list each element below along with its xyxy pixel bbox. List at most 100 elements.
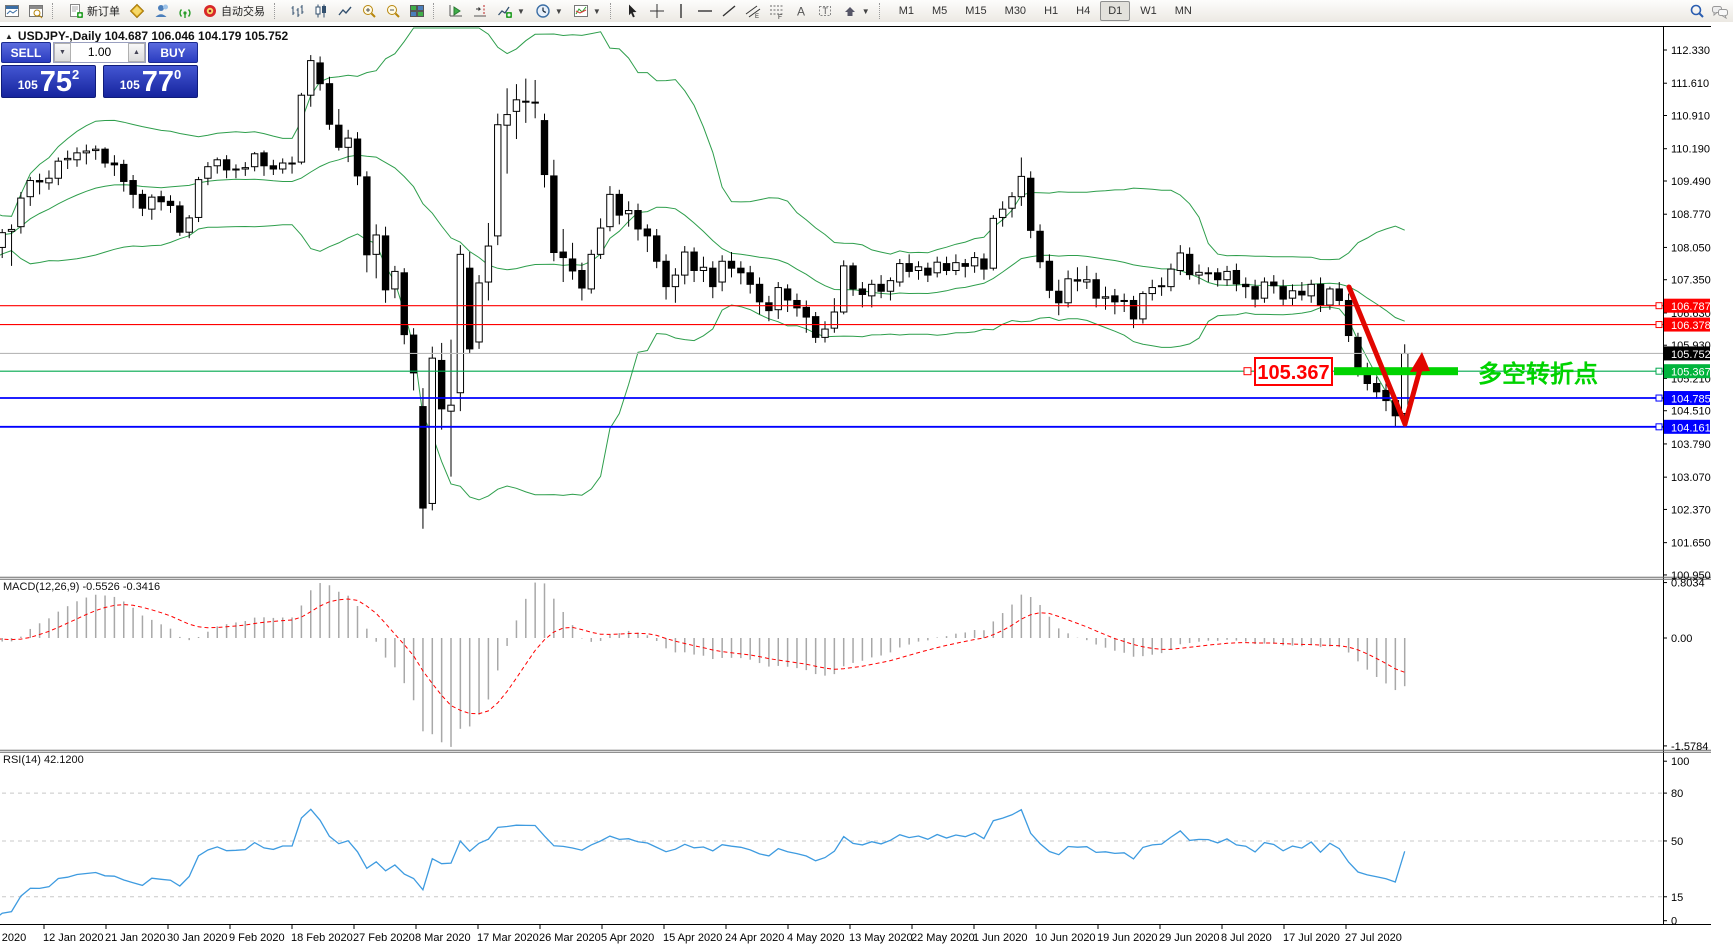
bear-candle — [101, 148, 109, 164]
chart-shift-button[interactable] — [468, 1, 492, 21]
time-axis-label: 22 May 2020 — [911, 932, 975, 944]
bear-candle — [316, 62, 324, 85]
price-tick-label: 108.050 — [1671, 242, 1711, 254]
bear-candle — [662, 260, 670, 288]
time-axis-label: 27 Feb 2020 — [353, 932, 415, 944]
price-tick-label: 110.190 — [1671, 144, 1710, 156]
crosshair-tool-button[interactable] — [645, 1, 669, 21]
bull-candle — [484, 245, 493, 283]
shapes-tool-button[interactable]: ▼ — [837, 1, 875, 21]
market-watch-button[interactable] — [125, 1, 149, 21]
toolbar-separator — [878, 3, 887, 19]
bar-chart-button[interactable] — [285, 1, 309, 21]
vertical-line-icon — [680, 4, 682, 18]
price-tick-label: 101.650 — [1671, 538, 1711, 550]
bull-candle — [596, 227, 605, 255]
community-button[interactable] — [149, 1, 173, 21]
auto-scroll-button[interactable] — [444, 1, 468, 21]
highlight-segment[interactable] — [1334, 367, 1458, 376]
new-order-button[interactable]: 新订单 — [63, 1, 125, 21]
price-tick-label: 104.510 — [1671, 406, 1711, 418]
trendline-tool-button[interactable] — [717, 1, 741, 21]
text-label-tool-button[interactable]: T — [813, 1, 837, 21]
search-icon[interactable] — [1689, 3, 1705, 19]
time-axis-label: 13 May 2020 — [849, 932, 913, 944]
bear-candle — [157, 196, 165, 203]
symbol-marker-icon: ▲ — [5, 31, 13, 41]
timeframe-button-m15[interactable]: M15 — [965, 5, 987, 17]
volume-decrease-button[interactable]: ▼ — [54, 43, 71, 62]
candlestick-series — [0, 55, 1409, 529]
time-axis-label: 24 Apr 2020 — [725, 932, 784, 944]
macd-axis-label: 0.8034 — [1671, 578, 1705, 590]
bull-candle — [671, 274, 680, 288]
price-axis[interactable]: 112.330 111.610 110.910 110.190 109.490 108.7… — [1655, 45, 1711, 928]
zoom-out-button[interactable] — [381, 1, 405, 21]
rsi-axis-label: 100 — [1671, 756, 1689, 768]
sell-button[interactable]: SELL — [1, 42, 51, 63]
chart-shift-icon — [474, 5, 486, 17]
buy-button[interactable]: BUY — [148, 42, 198, 63]
chart-title-text: USDJPY-,Daily 104.687 106.046 104.179 10… — [17, 29, 289, 43]
bull-candle — [840, 265, 848, 313]
chart-profiles-button[interactable] — [24, 1, 48, 21]
bull-candle — [718, 260, 726, 283]
bear-candle — [120, 163, 128, 182]
bear-candle — [783, 288, 792, 301]
equidistant-channel-icon: E — [745, 5, 761, 19]
volume-increase-button[interactable]: ▲ — [128, 43, 145, 62]
timeframe-button-w1[interactable]: W1 — [1140, 5, 1157, 17]
timeframe-button-h1[interactable]: H1 — [1044, 5, 1059, 17]
new-chart-button[interactable] — [0, 1, 24, 21]
zoom-in-button[interactable] — [357, 1, 381, 21]
bear-candle — [1214, 272, 1222, 281]
bull-candle — [73, 152, 81, 161]
bull-candle — [344, 137, 352, 148]
chart-canvas[interactable]: 105.367 多空转折点 112.330 111.610 110.910 110.190… — [0, 22, 1733, 945]
profiles-icon — [29, 5, 43, 19]
arrow-head[interactable] — [1410, 352, 1430, 372]
channel-tool-button[interactable]: E — [741, 1, 765, 21]
line-chart-button[interactable] — [333, 1, 357, 21]
periods-button[interactable]: ▼ — [530, 1, 568, 21]
indicators-button[interactable]: ▼ — [492, 1, 530, 21]
candlestick-chart-button[interactable] — [309, 1, 333, 21]
timeframe-button-d1[interactable]: D1 — [1100, 1, 1131, 21]
rsi-axis-label: 0 — [1671, 916, 1677, 928]
trendline-icon — [722, 5, 736, 17]
bull-candle — [1195, 271, 1203, 276]
price-annotation-box[interactable] — [1254, 357, 1333, 386]
timeframe-button-mn[interactable]: MN — [1174, 5, 1192, 17]
bull-candle — [933, 261, 941, 274]
signals-button[interactable] — [173, 1, 197, 21]
price-label-text: 104.785 — [1671, 394, 1711, 406]
time-axis-label: 1 Jun 2020 — [973, 932, 1027, 944]
timeframe-button-m1[interactable]: M1 — [898, 5, 914, 17]
vertical-line-tool-button[interactable] — [669, 1, 693, 21]
cursor-tool-button[interactable] — [621, 1, 645, 21]
timeframe-button-m5[interactable]: M5 — [931, 5, 948, 17]
candles-icon — [315, 4, 326, 18]
tile-windows-button[interactable] — [405, 1, 429, 21]
timeframe-button-h4[interactable]: H4 — [1076, 5, 1091, 17]
arrow-down-stroke[interactable] — [1346, 284, 1408, 427]
horizontal-line-tool-button[interactable] — [693, 1, 717, 21]
main-price-panel: 105.367 多空转折点 — [0, 27, 1663, 529]
arrow-up-stroke[interactable] — [1402, 359, 1425, 427]
bid-price-button[interactable]: 105 75 2 — [1, 65, 96, 98]
time-axis-label: 17 Mar 2020 — [477, 932, 539, 944]
price-label-box — [1664, 391, 1710, 406]
volume-input[interactable]: 1.00 — [71, 43, 128, 62]
bear-candle — [802, 306, 810, 318]
templates-button[interactable]: ▼ — [568, 1, 606, 21]
chat-icon[interactable] — [1711, 3, 1729, 19]
timeframe-button-m30[interactable]: M30 — [1004, 5, 1027, 17]
ask-price-button[interactable]: 105 77 0 — [103, 65, 198, 98]
text-tool-button[interactable]: A — [789, 1, 813, 21]
line-handle-marker[interactable] — [1243, 367, 1252, 376]
autotrading-button[interactable]: 自动交易 — [197, 1, 270, 21]
horizontal-line-icon — [697, 10, 712, 12]
bull-candle — [1148, 287, 1156, 295]
fibonacci-tool-button[interactable]: F — [765, 1, 789, 21]
